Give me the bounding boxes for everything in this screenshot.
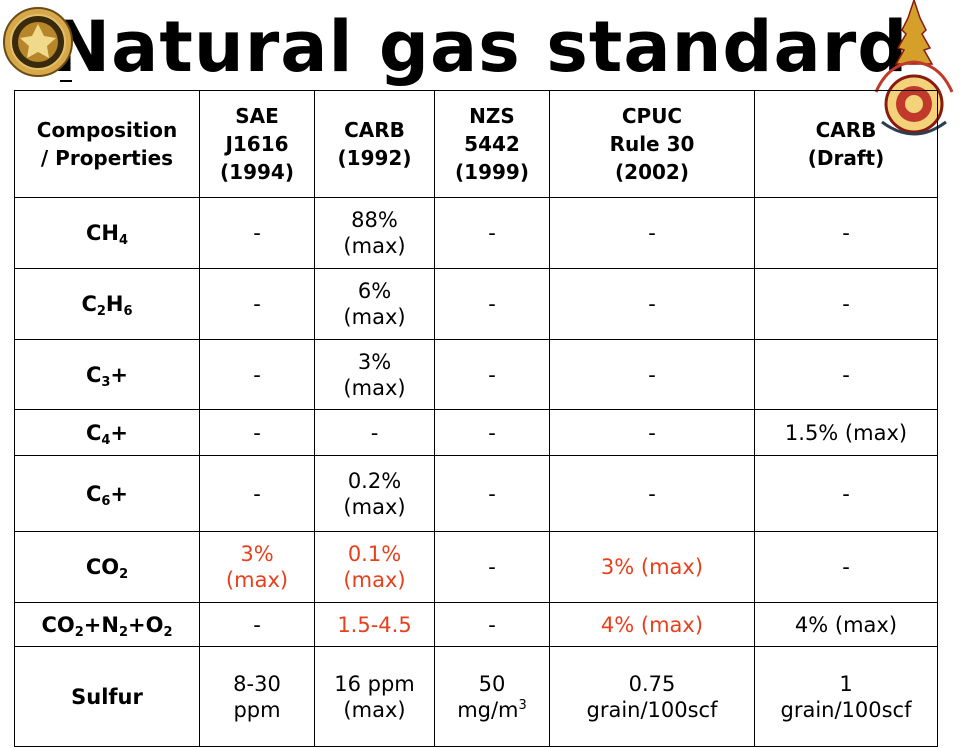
table-cell: 16 ppm (max) — [314, 646, 435, 747]
table-cell: - — [314, 409, 435, 456]
table-cell: 3% (max) — [314, 339, 435, 410]
table-cell: 3% (max) — [199, 531, 315, 603]
table-row: C2H6 - 6% (max) - - - — [14, 268, 938, 340]
row-label-ch4: CH4 — [14, 197, 200, 269]
table-cell: - — [434, 602, 550, 647]
table-cell: - — [434, 455, 550, 532]
table-cell: - — [199, 602, 315, 647]
row-label-sulfur: Sulfur — [14, 646, 200, 747]
table-cell: - — [549, 455, 755, 532]
header-nzs: NZS 5442 (1999) — [434, 90, 550, 198]
slide-title: Natural gas standard — [51, 6, 909, 88]
table-cell: - — [434, 531, 550, 603]
header-row: Composition / Properties SAE J1616 (1994… — [14, 90, 938, 198]
row-label-c4plus: C4+ — [14, 409, 200, 456]
table-cell: - — [434, 197, 550, 269]
table-cell: - — [199, 455, 315, 532]
table-cell: 1.5% (max) — [754, 409, 938, 456]
header-carb-draft: CARB (Draft) — [754, 90, 938, 198]
table-cell: - — [549, 339, 755, 410]
table-row: CH4 - 88% (max) - - - — [14, 197, 938, 269]
table-cell: 0.75 grain/100scf — [549, 646, 755, 747]
table-cell: - — [754, 455, 938, 532]
table-cell: - — [754, 339, 938, 410]
header-carb-1992: CARB (1992) — [314, 90, 435, 198]
table-cell: - — [434, 409, 550, 456]
table-cell: - — [549, 268, 755, 340]
table-cell: 88% (max) — [314, 197, 435, 269]
table-cell: 1.5-4.5 — [314, 602, 435, 647]
table-cell: 1 grain/100scf — [754, 646, 938, 747]
table-cell: 0.2% (max) — [314, 455, 435, 532]
table-cell: - — [199, 409, 315, 456]
table-cell: - — [754, 268, 938, 340]
table-cell: - — [434, 268, 550, 340]
table-cell: - — [199, 268, 315, 340]
table-row: C4+ - - - - 1.5% (max) — [14, 409, 938, 456]
table-row: C6+ - 0.2% (max) - - - — [14, 455, 938, 532]
row-label-c3plus: C3+ — [14, 339, 200, 410]
table-row: C3+ - 3% (max) - - - — [14, 339, 938, 410]
table-row: CO2+N2+O2 - 1.5-4.5 - 4% (max) 4% (max) — [14, 602, 938, 647]
table-cell: - — [549, 409, 755, 456]
table-cell: - — [434, 339, 550, 410]
table-cell: 8-30 ppm — [199, 646, 315, 747]
table-cell: - — [754, 197, 938, 269]
header-sae: SAE J1616 (1994) — [199, 90, 315, 198]
row-label-co2-n2-o2: CO2+N2+O2 — [14, 602, 200, 647]
table-row: Sulfur 8-30 ppm 16 ppm (max) 50 mg/m3 0.… — [14, 646, 938, 747]
table-cell: 3% (max) — [549, 531, 755, 603]
table-cell: - — [754, 531, 938, 603]
table-cell: 4% (max) — [549, 602, 755, 647]
row-label-co2: CO2 — [14, 531, 200, 603]
table-cell: 4% (max) — [754, 602, 938, 647]
header-cpuc: CPUC Rule 30 (2002) — [549, 90, 755, 198]
table-cell: - — [549, 197, 755, 269]
title-dash — [60, 80, 72, 82]
row-label-c6plus: C6+ — [14, 455, 200, 532]
table-cell: - — [199, 197, 315, 269]
table-cell: 0.1% (max) — [314, 531, 435, 603]
table-row: CO2 3% (max) 0.1% (max) - 3% (max) - — [14, 531, 938, 603]
table-cell: - — [199, 339, 315, 410]
table-cell: 50 mg/m3 — [434, 646, 550, 747]
header-composition: Composition / Properties — [14, 90, 200, 198]
row-label-c2h6: C2H6 — [14, 268, 200, 340]
university-seal-icon — [3, 7, 73, 77]
table-cell: 6% (max) — [314, 268, 435, 340]
gas-standard-table: Composition / Properties SAE J1616 (1994… — [14, 90, 938, 747]
